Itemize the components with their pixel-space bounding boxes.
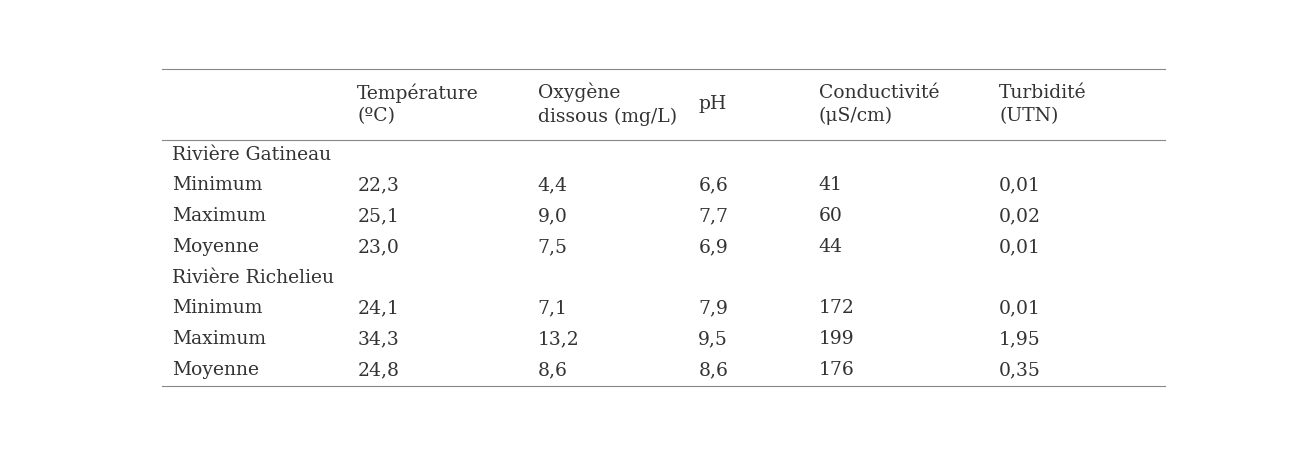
Text: Minimum: Minimum: [172, 299, 263, 317]
Text: Rivière Gatineau: Rivière Gatineau: [172, 146, 331, 164]
Text: 60: 60: [819, 207, 842, 225]
Text: 6,9: 6,9: [699, 238, 729, 256]
Text: Oxygène
dissous (mg/L): Oxygène dissous (mg/L): [538, 83, 677, 125]
Text: 176: 176: [819, 361, 854, 379]
Text: 9,5: 9,5: [699, 330, 729, 348]
Text: 8,6: 8,6: [538, 361, 568, 379]
Text: 7,5: 7,5: [538, 238, 568, 256]
Text: Maximum: Maximum: [172, 207, 265, 225]
Text: 34,3: 34,3: [357, 330, 399, 348]
Text: Moyenne: Moyenne: [172, 238, 259, 256]
Text: 7,9: 7,9: [699, 299, 729, 317]
Text: 41: 41: [819, 176, 842, 194]
Text: 6,6: 6,6: [699, 176, 729, 194]
Text: 172: 172: [819, 299, 854, 317]
Text: 23,0: 23,0: [357, 238, 399, 256]
Text: 0,01: 0,01: [999, 176, 1040, 194]
Text: Turbidité
(UTN): Turbidité (UTN): [999, 84, 1087, 125]
Text: 7,1: 7,1: [538, 299, 568, 317]
Text: Température
(ºC): Température (ºC): [357, 83, 479, 125]
Text: Maximum: Maximum: [172, 330, 265, 348]
Text: 24,8: 24,8: [357, 361, 400, 379]
Text: 0,35: 0,35: [999, 361, 1040, 379]
Text: 199: 199: [819, 330, 854, 348]
Text: 0,01: 0,01: [999, 299, 1040, 317]
Text: 9,0: 9,0: [538, 207, 568, 225]
Text: 13,2: 13,2: [538, 330, 580, 348]
Text: 24,1: 24,1: [357, 299, 399, 317]
Text: Conductivité
(μS/cm): Conductivité (μS/cm): [819, 84, 939, 125]
Text: Moyenne: Moyenne: [172, 361, 259, 379]
Text: 1,95: 1,95: [999, 330, 1040, 348]
Text: Minimum: Minimum: [172, 176, 263, 194]
Text: 44: 44: [819, 238, 842, 256]
Text: 4,4: 4,4: [538, 176, 568, 194]
Text: pH: pH: [699, 95, 726, 113]
Text: 22,3: 22,3: [357, 176, 399, 194]
Text: 25,1: 25,1: [357, 207, 399, 225]
Text: 7,7: 7,7: [699, 207, 729, 225]
Text: 0,02: 0,02: [999, 207, 1042, 225]
Text: 0,01: 0,01: [999, 238, 1040, 256]
Text: Rivière Richelieu: Rivière Richelieu: [172, 269, 334, 287]
Text: 8,6: 8,6: [699, 361, 729, 379]
